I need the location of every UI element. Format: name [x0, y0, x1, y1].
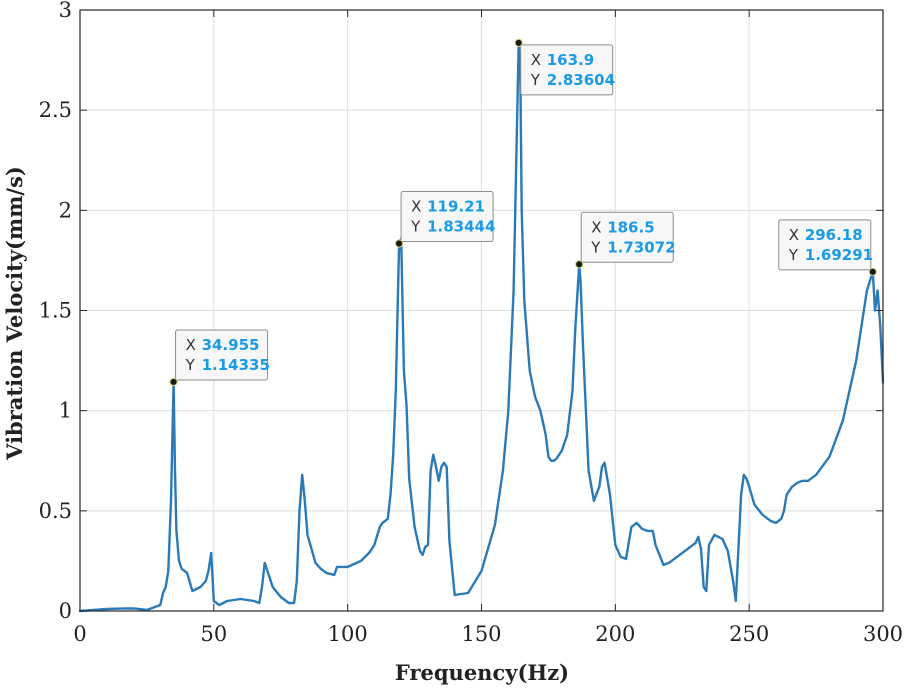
datatip-y-key: Y	[788, 246, 799, 264]
axes	[79, 9, 884, 612]
datatip-y-value: 1.69291	[805, 246, 873, 264]
y-tick-label: 2	[59, 198, 72, 222]
x-tick-label: 150	[461, 622, 501, 646]
datatip-y-key: Y	[410, 218, 421, 236]
datatip: X 119.21 Y 1.83444	[394, 191, 495, 248]
datatip-x-key: X	[591, 218, 601, 236]
datatip-marker	[394, 239, 404, 248]
datatip-marker	[169, 377, 178, 387]
x-tick-label: 300	[863, 622, 903, 646]
datatip-x-value: 119.21	[427, 198, 485, 216]
datatip-marker	[514, 38, 523, 47]
datatip: X 186.5 Y 1.73072	[575, 211, 676, 269]
datatip-box	[175, 329, 269, 381]
y-tick-label: 1.5	[39, 299, 72, 323]
y-tick-label: 3	[59, 0, 72, 22]
datatip-x-key: X	[789, 226, 799, 244]
y-axis-title: Vibration Velocity(mm/s)	[2, 166, 27, 461]
datatip-marker	[868, 267, 877, 276]
datatip: X 296.18 Y 1.69291	[778, 219, 877, 276]
datatip-box	[520, 44, 614, 96]
datatip-y-key: Y	[185, 356, 196, 374]
datatip-marker	[575, 260, 584, 269]
datatip: X 34.955 Y 1.14335	[169, 329, 270, 387]
datatip-box	[778, 219, 872, 271]
datatip-y-key: Y	[530, 71, 541, 89]
datatip-x-key: X	[411, 198, 421, 216]
datatip: X 163.9 Y 2.83604	[514, 38, 615, 96]
datatip-x-key: X	[531, 51, 541, 69]
datatip-x-value: 296.18	[805, 226, 863, 244]
y-tick-label: 0.5	[39, 499, 72, 523]
datatip-box	[400, 191, 494, 243]
x-tick-label: 100	[328, 622, 368, 646]
series-layer	[78, 41, 885, 613]
y-tick-label: 0	[59, 599, 72, 623]
datatip-y-value: 1.73072	[607, 238, 675, 256]
datatip-x-value: 186.5	[607, 218, 654, 236]
datatips: X 34.955 Y 1.14335 X 119.21 Y 1.83444 X 163.9 Y 2.8…	[169, 38, 877, 387]
datatip-x-key: X	[186, 336, 196, 354]
datatip-box	[580, 211, 674, 263]
datatip-x-value: 34.955	[202, 336, 260, 354]
datatip-y-value: 1.83444	[427, 218, 495, 236]
datatip-y-value: 1.14335	[202, 356, 270, 374]
y-tick-label: 2.5	[39, 98, 72, 122]
y-tick-label: 1	[59, 399, 72, 423]
x-tick-label: 50	[200, 622, 227, 646]
x-axis-title: Frequency(Hz)	[395, 660, 569, 685]
series-line	[78, 41, 885, 613]
datatip-y-value: 2.83604	[547, 71, 615, 89]
tick-labels: 0 50 100 150 200 250 300 0 0.5 1 1.5 2 2.5 3	[39, 0, 903, 646]
x-tick-label: 200	[595, 622, 635, 646]
datatip-x-value: 163.9	[547, 51, 594, 69]
x-tick-label: 250	[729, 622, 769, 646]
x-tick-label: 0	[73, 622, 86, 646]
datatip-y-key: Y	[590, 238, 601, 256]
